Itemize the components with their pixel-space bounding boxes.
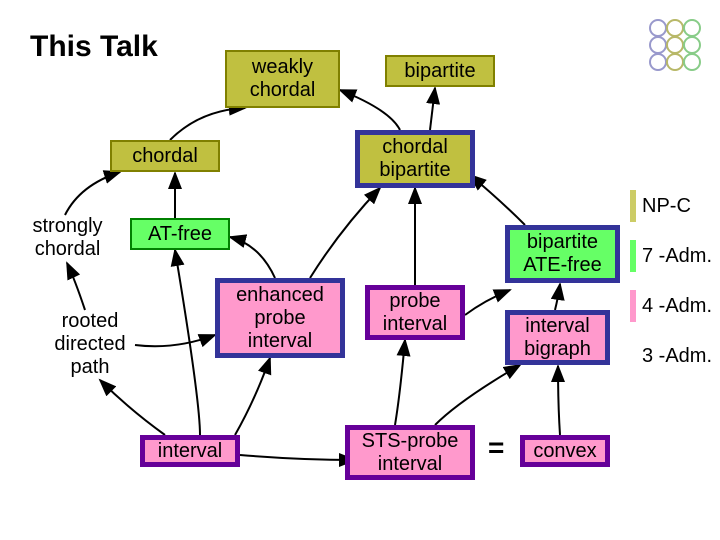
legend-1: 7 -Adm. (630, 240, 712, 272)
edge-5 (230, 237, 275, 278)
edge-15 (235, 358, 270, 435)
node-at-free: AT-free (130, 218, 230, 250)
legend-0: NP-C (630, 190, 691, 222)
edge-1 (340, 90, 400, 130)
edge-12 (555, 284, 560, 310)
edge-10 (135, 335, 215, 346)
edge-18 (435, 365, 520, 425)
node-interval-bigraph: intervalbigraph (505, 310, 610, 365)
edge-17 (395, 340, 405, 425)
node-sts: STS-probeinterval (345, 425, 475, 480)
node-chordal-bipartite: chordalbipartite (355, 130, 475, 188)
node-chordal: chordal (110, 140, 220, 172)
legend-3: 3 -Adm. (630, 340, 712, 372)
label-rooted-path: rooteddirectedpath (45, 310, 135, 379)
label-strongly-chordal: stronglychordal (20, 215, 115, 261)
edge-2 (430, 88, 435, 130)
edge-19 (558, 366, 560, 435)
edge-11 (465, 290, 510, 315)
node-probe-interval: probeinterval (365, 285, 465, 340)
edge-9 (67, 263, 85, 310)
equals-sign: = (488, 432, 504, 464)
corner-logo (640, 10, 710, 85)
edge-13 (100, 380, 165, 435)
edge-6 (310, 188, 380, 278)
edge-3 (65, 172, 120, 215)
page-title: This Talk (30, 30, 158, 64)
edge-16 (240, 455, 355, 460)
node-bipartite: bipartite (385, 55, 495, 87)
edge-8 (470, 175, 525, 225)
edge-0 (170, 108, 245, 140)
node-enhanced: enhancedprobeinterval (215, 278, 345, 358)
node-weakly-chordal: weaklychordal (225, 50, 340, 108)
node-interval: interval (140, 435, 240, 467)
node-bipartite-ate: bipartiteATE-free (505, 225, 620, 283)
node-convex: convex (520, 435, 610, 467)
edge-14 (175, 250, 200, 435)
legend-2: 4 -Adm. (630, 290, 712, 322)
